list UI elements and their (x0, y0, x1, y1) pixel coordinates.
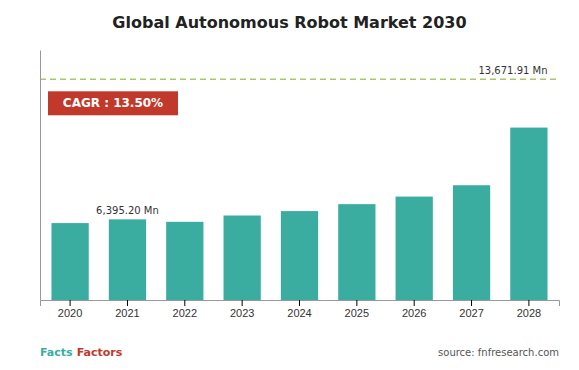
reference-line (40, 79, 559, 81)
x-tick: 2023 (230, 300, 254, 319)
bar (109, 219, 146, 300)
bar (453, 185, 490, 300)
x-tick: 2026 (402, 300, 426, 319)
brand-part: Factors (77, 346, 123, 359)
x-tick-mark (299, 300, 300, 306)
annotations: 6,395.20 Mn 13,671.91 Mn (96, 65, 547, 216)
x-tick: 2028 (517, 300, 541, 319)
chart: 2020 2021 2022 2023 2024 2025 2026 2027 2028 6,39… (0, 0, 579, 370)
x-tick-label: 2028 (517, 307, 541, 319)
bar (224, 216, 261, 300)
plot-area: 2020 2021 2022 2023 2024 2025 2026 2027 2028 6,39… (40, 51, 560, 319)
x-tick-mark (528, 300, 529, 306)
x-tick-label: 2023 (230, 307, 254, 319)
x-tick: 2025 (345, 300, 369, 319)
x-tick: 2027 (459, 300, 483, 319)
marks (40, 79, 559, 300)
x-tick-mark (184, 300, 185, 306)
x-tick-label: 2026 (402, 307, 426, 319)
bar (281, 211, 318, 300)
brand: Facts Factors (40, 346, 123, 359)
x-axis: 2020 2021 2022 2023 2024 2025 2026 2027 2028 (41, 300, 560, 319)
x-tick-mark (70, 300, 71, 306)
x-tick-label: 2024 (287, 307, 311, 319)
x-tick: 2024 (287, 300, 311, 319)
bar (396, 197, 433, 300)
x-tick-mark (471, 300, 472, 306)
x-tick-label: 2021 (115, 307, 139, 319)
x-tick: 2021 (115, 300, 139, 319)
x-tick-label: 2020 (58, 307, 82, 319)
x-tick-label: 2027 (459, 307, 483, 319)
y-axis-line (40, 51, 41, 301)
x-tick: 2020 (58, 300, 82, 319)
x-axis-line (41, 301, 560, 307)
y-axis (40, 51, 41, 301)
x-tick-label: 2025 (345, 307, 369, 319)
brand-part: Facts (40, 346, 73, 359)
x-tick-mark (414, 300, 415, 306)
x-tick-label: 2022 (173, 307, 197, 319)
source: source: fnfresearch.com (438, 347, 559, 358)
bar (510, 128, 547, 300)
x-tick-mark (242, 300, 243, 306)
title: Global Autonomous Robot Market 2030 (112, 13, 466, 32)
annotation: 13,671.91 Mn (478, 65, 547, 76)
bar (166, 222, 203, 300)
cagr-text: CAGR : 13.50% (63, 96, 163, 110)
x-tick-mark (356, 300, 357, 306)
x-tick-mark (127, 300, 128, 306)
bar (338, 204, 375, 300)
x-tick: 2022 (173, 300, 197, 319)
annotation: 6,395.20 Mn (96, 205, 159, 216)
cagr-box (48, 91, 178, 115)
bar (51, 223, 88, 300)
